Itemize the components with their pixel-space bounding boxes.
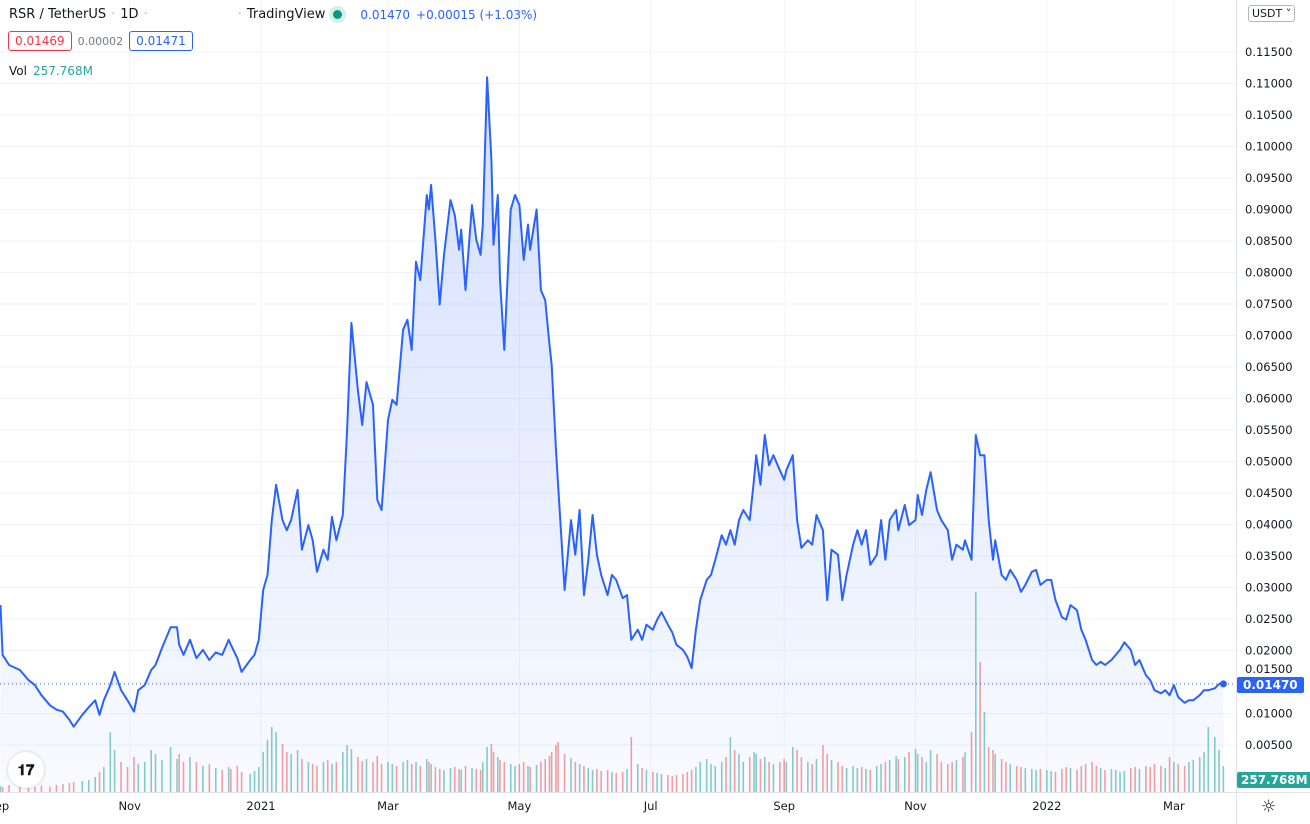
price-tick-label: 0.10000 [1245,140,1293,154]
price-tick-label: 0.10500 [1245,108,1293,122]
price-line [0,76,1224,728]
price-tick-label: 0.00500 [1245,738,1293,752]
time-tick-label: Jul [643,799,658,813]
buy-button[interactable]: 0.01471 [129,31,193,51]
price-tick-label: 0.04000 [1245,518,1293,532]
time-tick-label: Mar [1163,799,1185,813]
price-tick-label: 0.05000 [1245,455,1293,469]
price-tick-label: 0.03500 [1245,549,1293,563]
price-tick-label: 0.09000 [1245,203,1293,217]
price-tick-label: 0.07000 [1245,329,1293,343]
grid-lines [0,0,1236,792]
interval-label[interactable]: 1D [120,7,139,22]
market-status-icon[interactable] [333,10,343,19]
current-price-label: 0.01470 [1237,677,1304,693]
price-tick-label: 0.06500 [1245,360,1293,374]
price-tick-label: 0.01500 [1245,662,1293,676]
time-tick-label: Mar [377,799,399,813]
price-tick-label: 0.07500 [1245,297,1293,311]
price-tick-label: 0.04500 [1245,486,1293,500]
time-tick-label: 2021 [246,799,275,813]
price-area-fill [0,77,1224,792]
volume-value: 257.768M [32,64,93,78]
bid-ask: 0.01469 0.00002 0.01471 [8,31,193,51]
chart-legend: RSR / TetherUS · 1D · · TradingView 0.01… [9,7,538,22]
settings-icon[interactable]: ☼ [1261,797,1277,817]
tradingview-logo[interactable]: 𝟏𝟕 [8,752,44,788]
spread-value: 0.00002 [77,34,124,48]
price-tick-label: 0.06000 [1245,392,1293,406]
last-price: 0.01470 [360,7,411,22]
volume-label[interactable]: Vol [9,64,27,78]
price-tick-label: 0.09500 [1245,171,1293,185]
sell-button[interactable]: 0.01469 [8,31,72,51]
time-tick-label: Sep [773,799,795,813]
price-tick-label: 0.03000 [1245,581,1293,595]
price-tick-label: 0.11000 [1245,77,1293,91]
price-axis[interactable]: 0.00500 0.01000 0.01500 0.02000 0.02500 0.030… [1245,45,1293,752]
current-volume-label: 257.768M [1237,772,1310,788]
last-price-dot [1219,680,1227,688]
time-tick-label: May [507,799,531,813]
time-tick-label: Nov [904,799,927,813]
currency-label: USDT [1252,7,1283,20]
volume-legend: Vol 257.768M [9,64,93,78]
currency-dropdown[interactable]: USDT ˅ [1248,5,1296,22]
price-tick-label: 0.11500 [1245,45,1293,59]
time-tick-label: 2022 [1032,799,1061,813]
price-tick-label: 0.08500 [1245,234,1293,248]
price-tick-label: 0.02500 [1245,612,1293,626]
price-tick-label: 0.08000 [1245,266,1293,280]
symbol-title[interactable]: RSR / TetherUS [9,7,107,22]
price-tick-label: 0.01000 [1245,707,1293,721]
time-tick-label: Sep [0,799,9,813]
time-axis[interactable]: Sep Nov 2021 Mar May Jul Sep Nov 2022 Mar [0,799,1185,813]
time-tick-label: Nov [118,799,141,813]
price-tick-label: 0.05500 [1245,423,1293,437]
price-change: +0.00015 (+1.03%) [416,7,538,22]
chevron-down-icon: ˅ [1282,7,1292,20]
price-tick-label: 0.02000 [1245,644,1293,658]
source-label: TradingView [246,7,326,22]
